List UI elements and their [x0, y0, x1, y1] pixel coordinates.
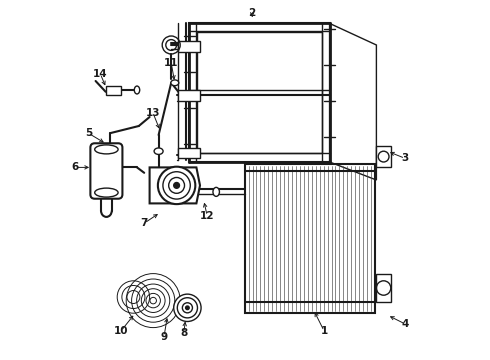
FancyBboxPatch shape	[90, 143, 122, 199]
Polygon shape	[106, 86, 121, 95]
Text: 5: 5	[85, 128, 92, 138]
Ellipse shape	[134, 86, 140, 94]
Text: 14: 14	[93, 69, 108, 79]
Text: 13: 13	[146, 108, 160, 118]
Polygon shape	[149, 167, 200, 203]
Ellipse shape	[154, 148, 163, 154]
Text: 10: 10	[114, 326, 128, 336]
Text: 11: 11	[164, 58, 178, 68]
Text: 12: 12	[200, 211, 215, 221]
Polygon shape	[178, 41, 200, 52]
Text: 1: 1	[320, 326, 328, 336]
Text: 7: 7	[141, 218, 148, 228]
Text: 2: 2	[248, 8, 256, 18]
Text: 3: 3	[402, 153, 409, 163]
Ellipse shape	[171, 80, 179, 86]
Circle shape	[174, 183, 179, 188]
Ellipse shape	[95, 145, 118, 154]
Text: 6: 6	[72, 162, 79, 172]
Circle shape	[158, 167, 196, 204]
Circle shape	[174, 294, 201, 321]
Circle shape	[186, 306, 189, 310]
Polygon shape	[178, 90, 200, 101]
Polygon shape	[376, 274, 391, 302]
Ellipse shape	[95, 188, 118, 197]
Polygon shape	[376, 146, 391, 167]
Text: 8: 8	[180, 328, 188, 338]
Text: 4: 4	[401, 319, 409, 329]
Text: 9: 9	[160, 332, 168, 342]
Ellipse shape	[213, 188, 220, 197]
Polygon shape	[178, 148, 200, 158]
